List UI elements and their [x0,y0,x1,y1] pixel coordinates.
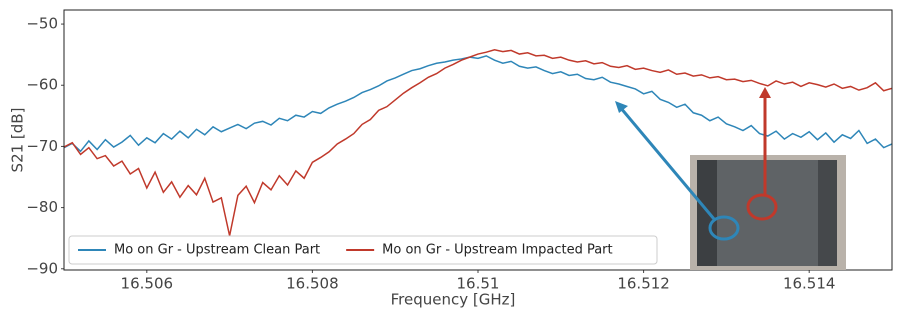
inset-photo [615,87,846,270]
photo-strip [818,160,837,266]
x-tick-label: 16.506 [121,275,174,293]
photo-plate [697,160,837,266]
x-tick-label: 16.514 [783,275,836,293]
legend-label: Mo on Gr - Upstream Impacted Part [382,243,612,258]
arrow-head [615,101,628,113]
y-tick-label: −90 [26,259,58,277]
series-line [63,55,893,153]
arrow [618,106,716,220]
series-line [63,48,893,236]
y-axis-label: S21 [dB] [9,108,27,173]
marker-circle [746,193,778,221]
marker-circle [708,215,740,241]
y-tick-label: −60 [26,76,58,94]
plot-frame [63,9,893,271]
x-axis-label: Frequency [GHz] [391,291,516,309]
y-tick-label: −50 [26,15,58,33]
x-tick-label: 16.512 [617,275,670,293]
legend-label: Mo on Gr - Upstream Clean Part [114,243,320,258]
x-tick-label: 16.508 [286,275,339,293]
arrow-head [759,87,771,98]
legend: Mo on Gr - Upstream Clean Part Mo on Gr -… [68,235,658,265]
photo-strip [697,160,717,266]
y-tick-label: −70 [26,137,58,155]
y-tick-label: −80 [26,198,58,216]
x-tick-label: 16.51 [457,275,500,293]
